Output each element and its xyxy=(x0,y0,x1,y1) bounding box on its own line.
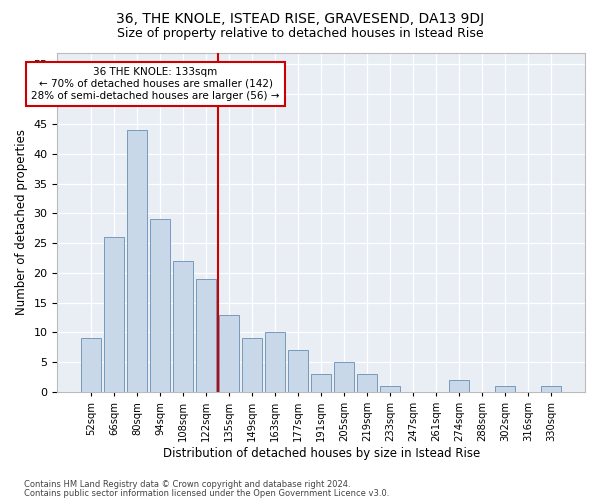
Bar xyxy=(358,374,377,392)
Bar xyxy=(289,350,308,392)
Text: Contains HM Land Registry data © Crown copyright and database right 2024.: Contains HM Land Registry data © Crown c… xyxy=(24,480,350,489)
Text: 36, THE KNOLE, ISTEAD RISE, GRAVESEND, DA13 9DJ: 36, THE KNOLE, ISTEAD RISE, GRAVESEND, D… xyxy=(116,12,484,26)
Bar xyxy=(173,261,193,392)
Bar xyxy=(334,362,354,392)
Bar xyxy=(265,332,285,392)
Bar xyxy=(541,386,561,392)
Text: Contains public sector information licensed under the Open Government Licence v3: Contains public sector information licen… xyxy=(24,489,389,498)
Text: Size of property relative to detached houses in Istead Rise: Size of property relative to detached ho… xyxy=(116,28,484,40)
Bar xyxy=(242,338,262,392)
Text: 36 THE KNOLE: 133sqm
← 70% of detached houses are smaller (142)
28% of semi-deta: 36 THE KNOLE: 133sqm ← 70% of detached h… xyxy=(31,68,280,100)
Bar xyxy=(496,386,515,392)
Bar xyxy=(220,314,239,392)
Bar xyxy=(151,220,170,392)
Bar xyxy=(82,338,101,392)
Y-axis label: Number of detached properties: Number of detached properties xyxy=(15,130,28,316)
Bar xyxy=(127,130,147,392)
Bar xyxy=(104,237,124,392)
Bar xyxy=(311,374,331,392)
Bar xyxy=(449,380,469,392)
Bar xyxy=(380,386,400,392)
X-axis label: Distribution of detached houses by size in Istead Rise: Distribution of detached houses by size … xyxy=(163,447,480,460)
Bar xyxy=(196,279,216,392)
